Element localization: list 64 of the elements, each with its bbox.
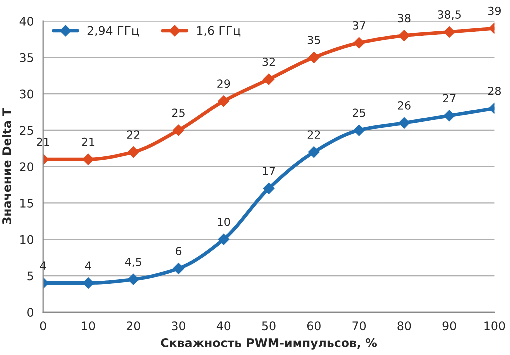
data-label: 26 [398,102,411,110]
x-tick-label: 40 [216,322,231,331]
y-tick-label: 15 [20,199,34,208]
data-label: 39 [488,6,501,16]
data-label: 4 [40,262,46,270]
x-tick-label: 30 [172,322,186,331]
data-label: 37 [353,21,366,30]
x-tick-label: 0 [40,322,46,331]
y-tick-label: 35 [20,53,34,62]
data-label: 6 [176,247,182,256]
point [218,234,230,246]
x-tick-label: 80 [398,322,412,331]
legend-label: 2,94 ГГц [88,26,139,37]
point [128,274,140,286]
point [263,74,275,86]
point [82,278,94,289]
data-label: 4 [85,262,92,270]
data-label: 4,5 [125,258,142,268]
data-label: 38,5 [438,10,461,20]
point [444,110,456,122]
point [218,96,230,107]
point [173,263,184,274]
x-tick-label: 100 [484,322,506,331]
data-label: 22 [308,130,320,139]
y-axis-title: Значение Delta T [2,108,12,224]
point [354,124,365,136]
data-label: 21 [37,138,50,146]
point [398,30,410,42]
data-label: 32 [262,58,275,66]
y-tick-label: 40 [20,17,34,26]
y-tick-label: 25 [20,126,34,136]
data-label: 10 [218,218,230,226]
data-label: 29 [218,80,230,88]
point [263,183,275,194]
y-tick-label: 10 [20,235,34,244]
legend-label: 1,6 ГГц [197,26,241,37]
data-label: 35 [308,36,320,44]
point [398,118,410,129]
data-label: 22 [127,130,140,139]
point [354,38,365,49]
data-label: 17 [263,167,276,176]
x-tick-label: 70 [352,322,366,331]
x-tick-label: 90 [442,322,456,331]
x-tick-label: 50 [262,322,276,331]
point [308,52,320,64]
y-tick-label: 20 [20,162,34,172]
data-label: 25 [353,108,366,118]
point [444,26,456,38]
data-label: 28 [488,86,502,96]
y-tick-label: 0 [28,308,34,318]
point [173,124,184,136]
data-label: 38 [398,14,411,23]
x-tick-label: 10 [82,322,96,331]
x-tick-label: 60 [307,322,321,331]
data-label: 25 [172,108,185,118]
point [82,154,94,166]
y-tick-label: 5 [28,272,34,281]
x-axis-title: Скважность PWM-импульсов, % [161,338,378,350]
point [308,146,320,158]
y-tick-label: 30 [20,90,34,99]
data-label: 27 [443,94,456,102]
point [128,146,140,158]
data-label: 21 [82,138,95,146]
x-tick-label: 20 [126,322,140,331]
